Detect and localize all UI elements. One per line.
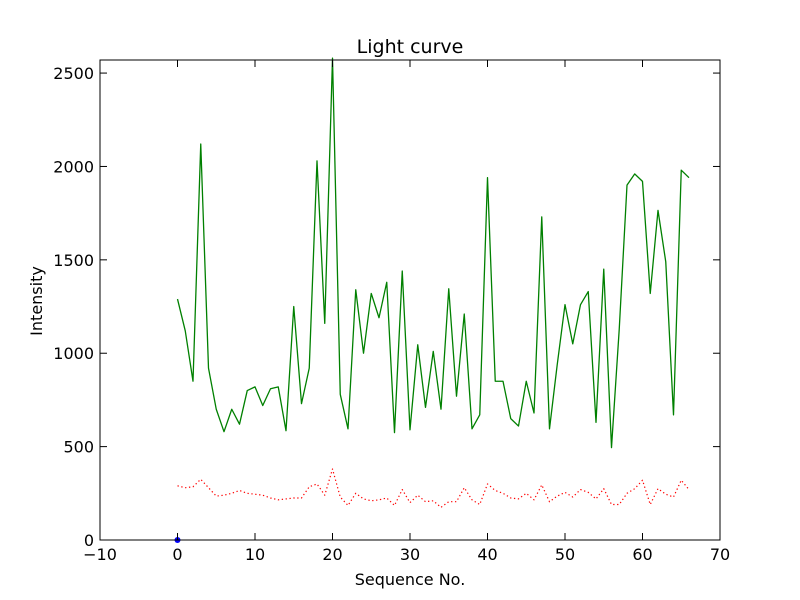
y-tick-label: 1000 — [53, 344, 94, 363]
x-tick-label: 70 — [710, 545, 730, 564]
x-tick-label: 0 — [172, 545, 182, 564]
y-tick-label: 500 — [63, 438, 94, 457]
x-tick-label: 20 — [322, 545, 342, 564]
x-tick-label: −10 — [83, 545, 117, 564]
chart-title: Light curve — [357, 36, 464, 58]
solid-series-line — [176, 57, 690, 449]
y-tick-label: 0 — [84, 531, 94, 550]
dotted-series-line — [177, 468, 690, 508]
y-tick-label: 2000 — [53, 157, 94, 176]
y-tick-label: 2500 — [53, 64, 94, 83]
y-tick-label: 1500 — [53, 251, 94, 270]
x-tick-label: 30 — [400, 545, 420, 564]
x-tick-label: 60 — [632, 545, 652, 564]
x-axis-label: Sequence No. — [355, 570, 466, 589]
y-axis-label: Intensity — [27, 266, 46, 336]
x-tick-label: 40 — [477, 545, 497, 564]
x-tick-label: 10 — [245, 545, 265, 564]
x-tick-label: 50 — [555, 545, 575, 564]
